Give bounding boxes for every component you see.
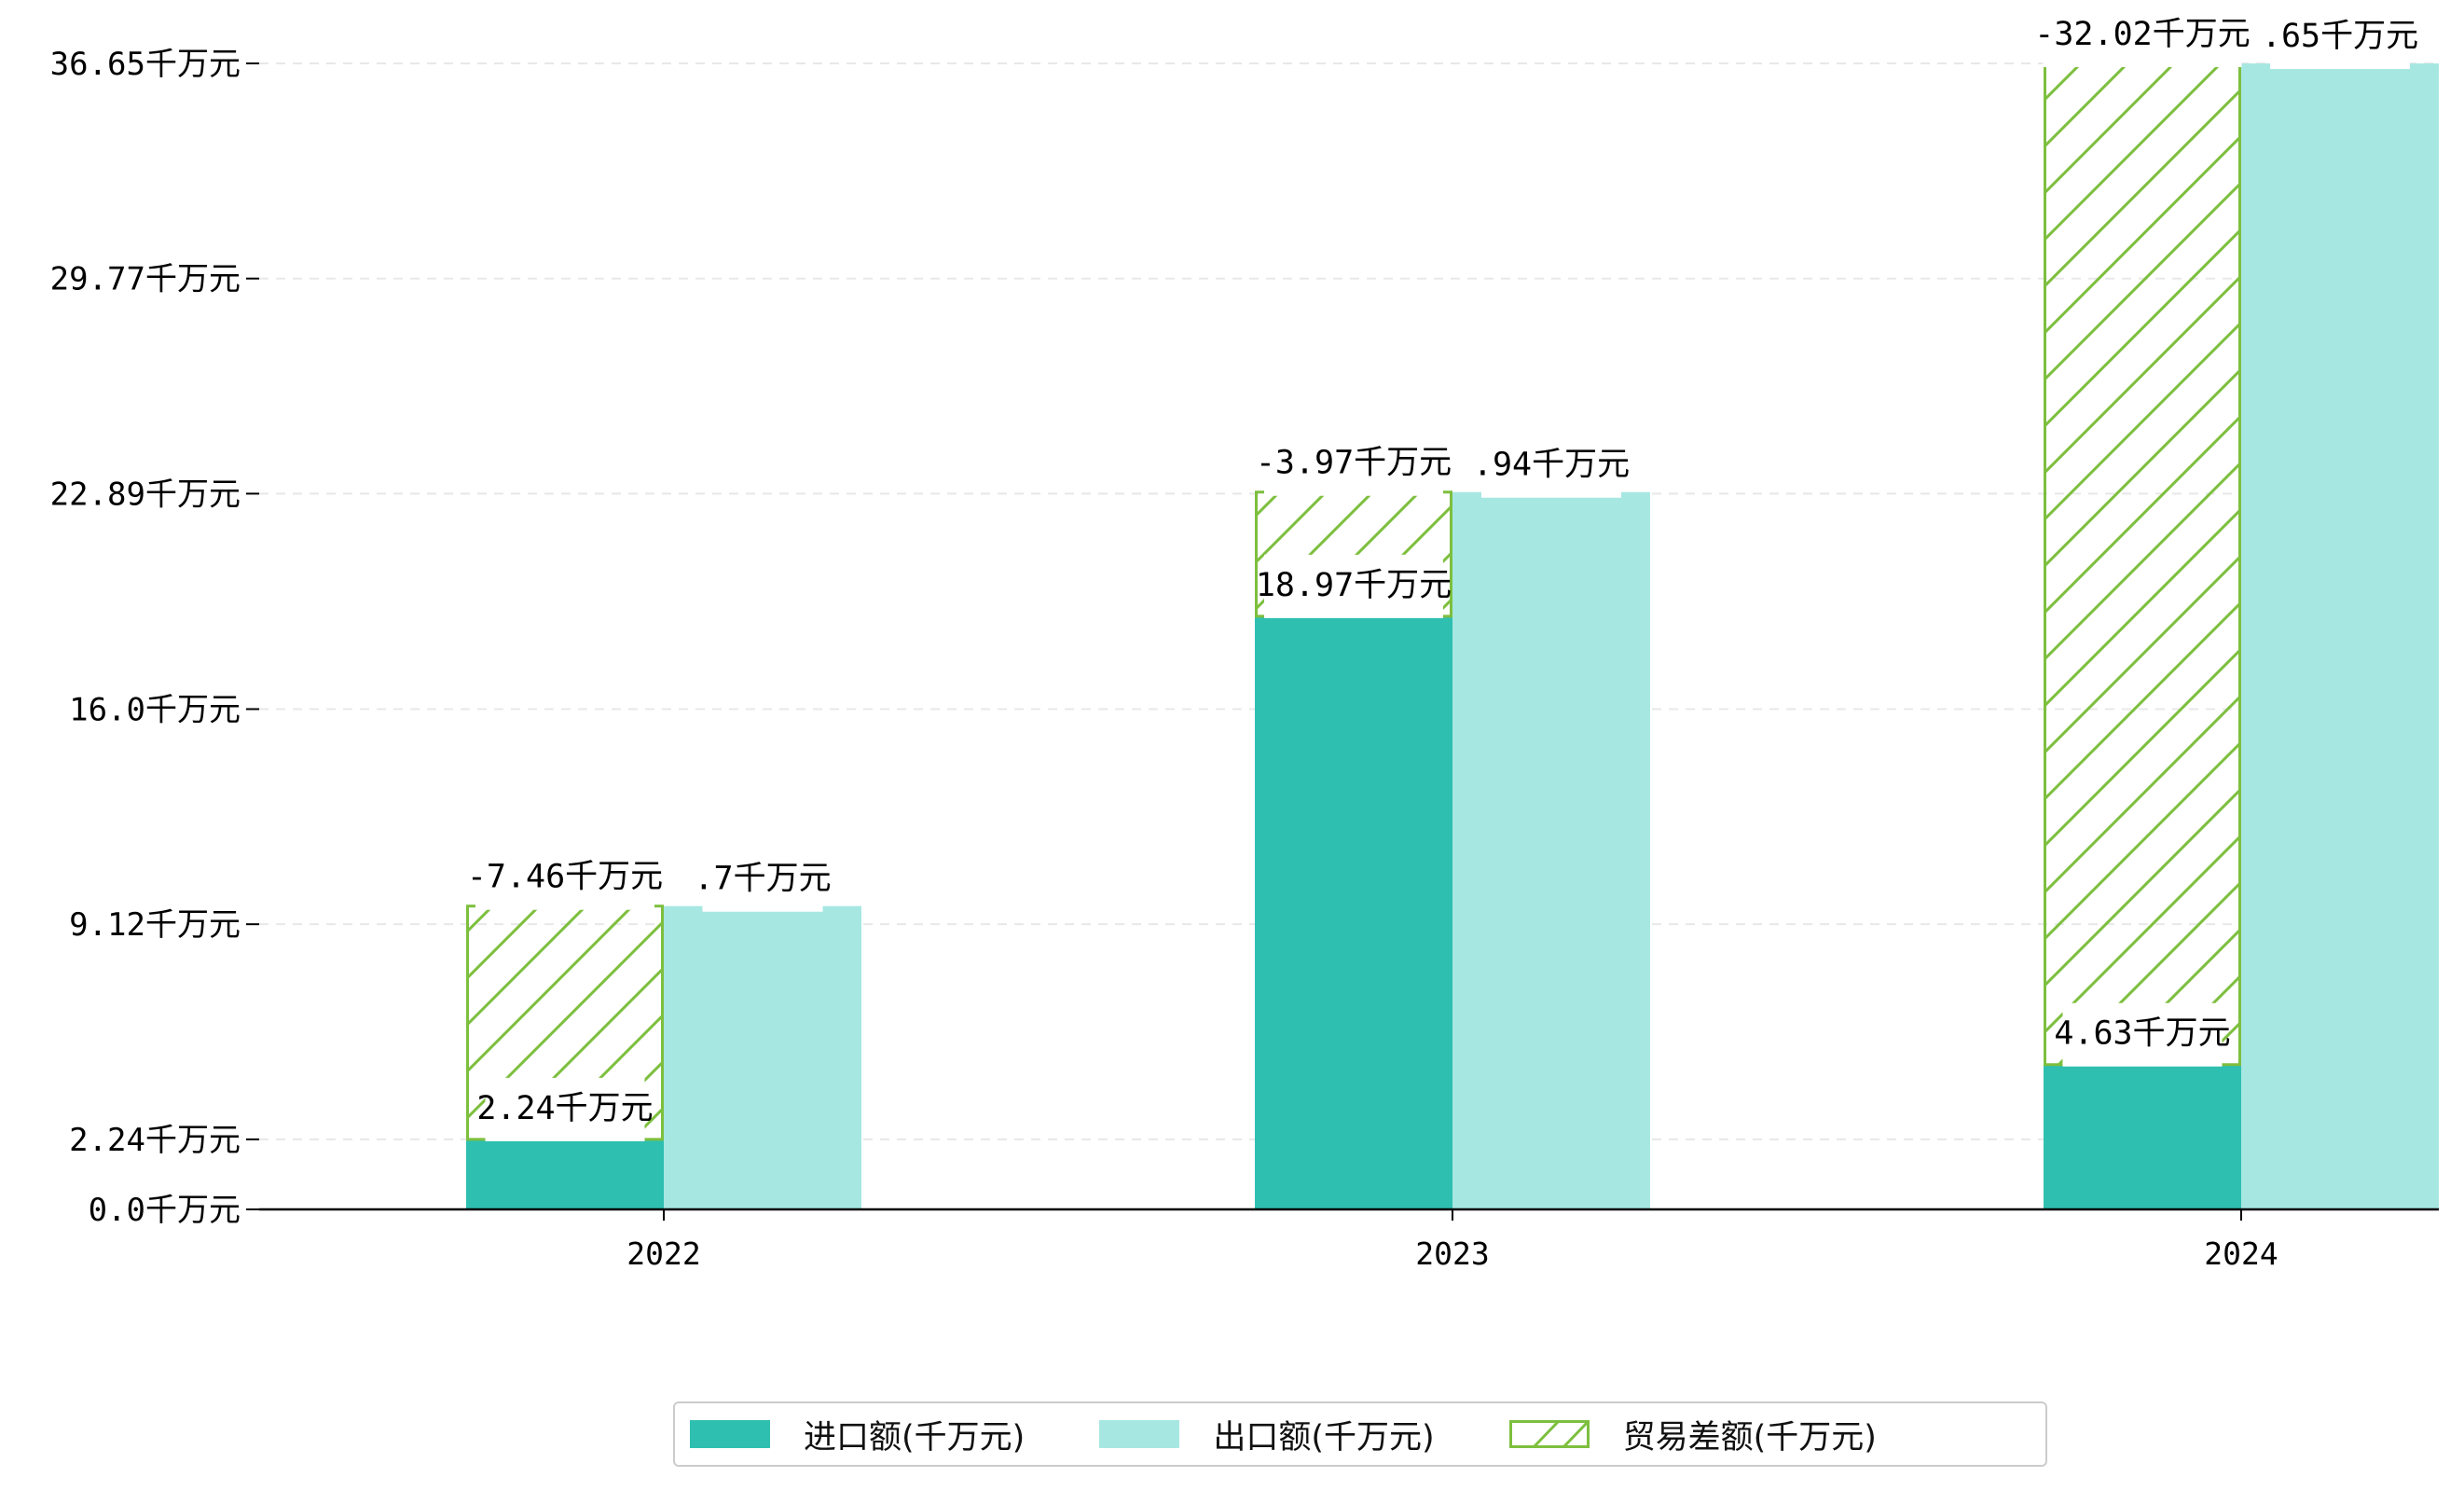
legend-label-balance: 贸易差额(千万元): [1622, 1418, 1877, 1456]
axes: 0.0千万元 2.24千万元 9.12千万元 16.0千万元 22.89千万元 29.77…: [50, 46, 2439, 1272]
import-bar: [466, 1139, 664, 1209]
balance-label: -7.46千万元: [467, 859, 663, 896]
export-label: .94千万元: [1473, 447, 1630, 484]
legend-swatch-exports: [1099, 1420, 1180, 1448]
import-label-box: [1264, 554, 1443, 618]
y-tick-label: 2.24千万元: [69, 1122, 241, 1159]
import-label-box: [485, 1077, 645, 1141]
legend-item-exports: 出口额(千万元): [1099, 1411, 1435, 1458]
data-labels: .7千万元 -7.46千万元 2.24千万元 .94千万元 -3.97千万元 18.97千…: [467, 4, 2418, 1141]
legend-item-imports: 进口额(千万元): [690, 1411, 1025, 1458]
export-label-box: [702, 848, 823, 912]
x-tick-label: 2024: [2204, 1236, 2278, 1272]
legend-swatch-imports: [690, 1420, 770, 1448]
legend-label-exports: 出口额(千万元): [1213, 1418, 1435, 1456]
import-label: 4.63千万元: [2054, 1015, 2230, 1053]
y-tick-label: 36.65千万元: [50, 46, 241, 83]
export-label: .7千万元: [694, 861, 831, 898]
y-tick-label: 16.0千万元: [69, 691, 241, 728]
y-tick-label: 22.89千万元: [50, 476, 241, 513]
balance-label: -32.02千万元: [2034, 16, 2250, 53]
import-label-box: [2062, 1002, 2223, 1067]
legend-swatch-balance: [1508, 1420, 1590, 1448]
balance-bar: [2044, 62, 2241, 1067]
bars: [466, 62, 2439, 1209]
import-label: 18.97千万元: [1256, 567, 1452, 604]
balance-label-box: [475, 846, 654, 910]
export-bar: [1452, 491, 1650, 1209]
import-bar: [1255, 615, 1452, 1209]
export-bar: [664, 905, 861, 1209]
export-label-box: [2270, 6, 2410, 69]
balance-label-box: [2043, 4, 2242, 67]
export-label: .65千万元: [2262, 18, 2418, 55]
y-tick-label: 9.12千万元: [69, 906, 241, 944]
balance-label: -3.97千万元: [1256, 445, 1452, 482]
x-tick-label: 2023: [1415, 1236, 1489, 1272]
import-bar: [2044, 1064, 2241, 1209]
export-bar: [2241, 63, 2439, 1209]
y-tick-label: 0.0千万元: [89, 1192, 241, 1229]
legend-item-balance: 贸易差额(千万元): [1508, 1411, 1877, 1458]
import-label: 2.24千万元: [476, 1090, 653, 1127]
legend: 进口额(千万元) 出口额(千万元) 贸易差额(千万元): [673, 1401, 2047, 1467]
y-tick-label: 29.77千万元: [50, 261, 241, 298]
legend-label-imports: 进口额(千万元): [804, 1418, 1026, 1456]
balance-label-box: [1264, 432, 1443, 496]
export-label-box: [1481, 434, 1621, 498]
x-tick-label: 2022: [626, 1236, 700, 1272]
